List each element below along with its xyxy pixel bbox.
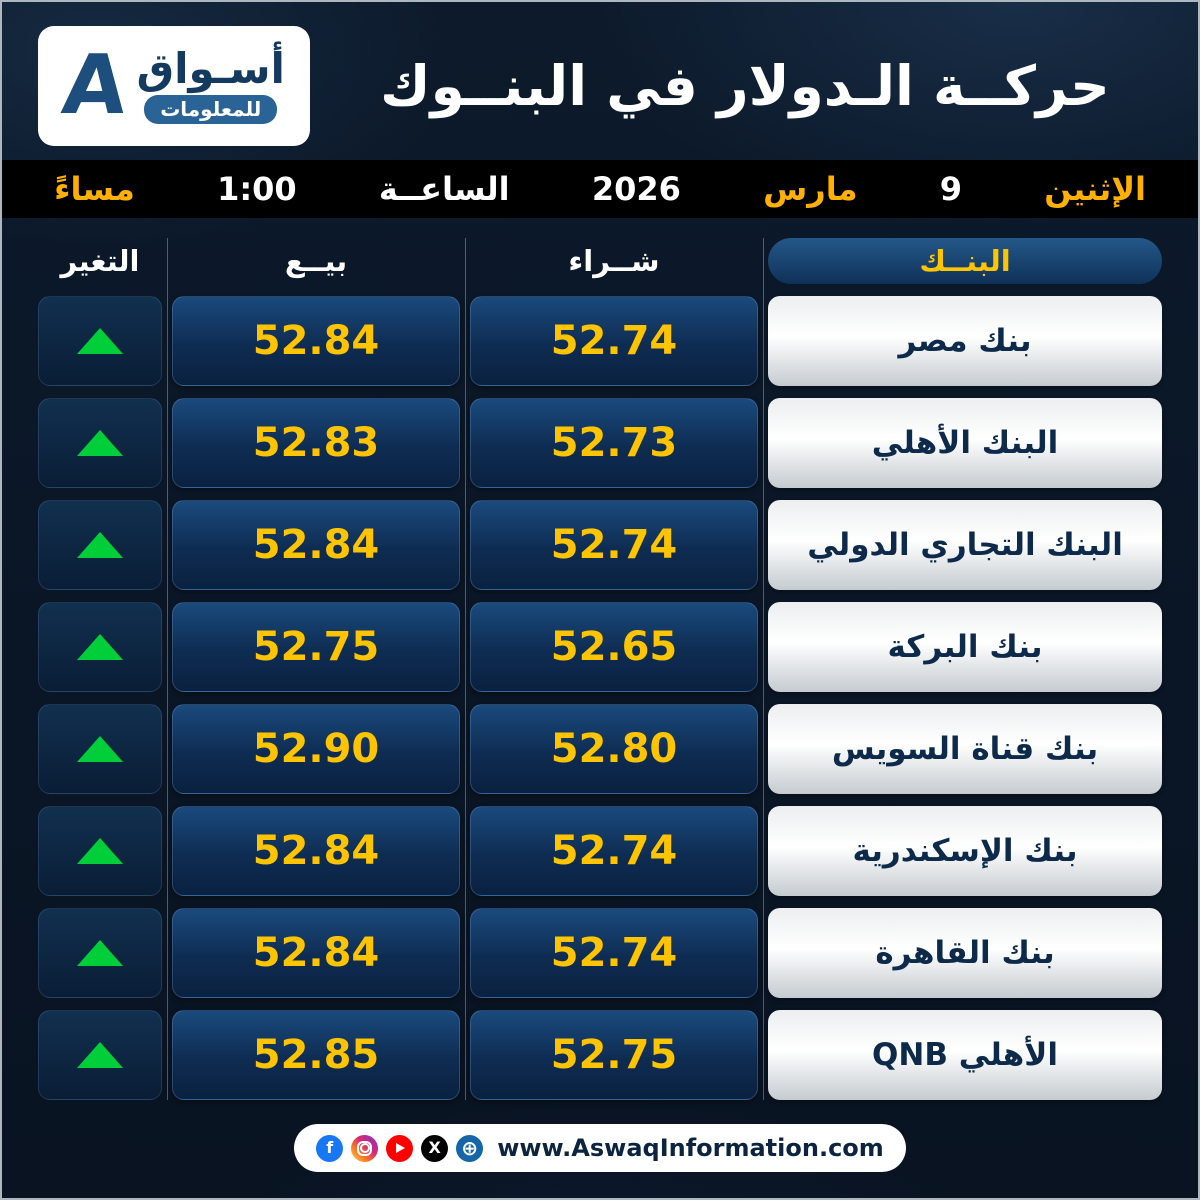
- column-divider: [465, 238, 466, 1100]
- buy-value-cell: 52.74: [470, 908, 758, 998]
- sell-value-cell: 52.90: [172, 704, 460, 794]
- buy-value-cell: 52.75: [470, 1010, 758, 1100]
- bank-name-cell: بنك قناة السويس: [768, 704, 1162, 794]
- bank-name-cell: بنك القاهرة: [768, 908, 1162, 998]
- bank-name-cell: QNB الأهلي: [768, 1010, 1162, 1100]
- facebook-icon[interactable]: f: [316, 1134, 344, 1162]
- bank-name-cell: بنك مصر: [768, 296, 1162, 386]
- sell-value-cell: 52.84: [172, 806, 460, 896]
- up-arrow-icon: [77, 838, 123, 864]
- column-header-change: التغير: [60, 244, 140, 278]
- time-value: 1:00: [217, 170, 297, 208]
- buy-value-cell: 52.73: [470, 398, 758, 488]
- bank-name-cell: البنك التجاري الدولي: [768, 500, 1162, 590]
- website-url[interactable]: www.AswaqInformation.com: [497, 1134, 884, 1162]
- bank-name-cell: البنك الأهلي: [768, 398, 1162, 488]
- bank-name-cell: بنك الإسكندرية: [768, 806, 1162, 896]
- up-arrow-icon: [77, 1042, 123, 1068]
- date-day-number: 9: [939, 170, 963, 208]
- footer: f X ⊕ www.AswaqInformation.com: [2, 1114, 1198, 1198]
- change-cell: [38, 806, 162, 896]
- up-arrow-icon: [77, 532, 123, 558]
- date-bar: الإثنين 9 مارس 2026 الساعــة 1:00 مساءً: [2, 160, 1198, 218]
- date-year: 2026: [591, 170, 681, 208]
- rates-table: البنــك شــراء بيــع التغير بنك مصر 52.7…: [38, 238, 1162, 1100]
- logo-tagline: للمعلومات: [144, 95, 278, 124]
- sell-value-cell: 52.84: [172, 296, 460, 386]
- buy-value-cell: 52.74: [470, 296, 758, 386]
- date-day: الإثنين: [1044, 170, 1146, 208]
- logo: A أسـواق للمعلومات: [38, 26, 310, 146]
- logo-a-mark: A: [58, 38, 132, 133]
- buy-value-cell: 52.74: [470, 806, 758, 896]
- page-title: حركــة الـدولار في البنــوك: [380, 54, 1110, 118]
- logo-name: أسـواق: [136, 44, 285, 93]
- change-cell: [38, 398, 162, 488]
- instagram-icon[interactable]: [351, 1134, 379, 1162]
- sell-value-cell: 52.75: [172, 602, 460, 692]
- header: A أسـواق للمعلومات حركــة الـدولار في ال…: [2, 2, 1198, 160]
- buy-value-cell: 52.74: [470, 500, 758, 590]
- bank-name-cell: بنك البركة: [768, 602, 1162, 692]
- change-cell: [38, 908, 162, 998]
- buy-value-cell: 52.80: [470, 704, 758, 794]
- change-cell: [38, 602, 162, 692]
- up-arrow-icon: [77, 736, 123, 762]
- website-bar: f X ⊕ www.AswaqInformation.com: [294, 1124, 906, 1172]
- buy-value-cell: 52.65: [470, 602, 758, 692]
- change-cell: [38, 704, 162, 794]
- sell-value-cell: 52.84: [172, 500, 460, 590]
- change-cell: [38, 1010, 162, 1100]
- globe-icon[interactable]: ⊕: [456, 1134, 484, 1162]
- up-arrow-icon: [77, 430, 123, 456]
- sell-value-cell: 52.83: [172, 398, 460, 488]
- change-cell: [38, 296, 162, 386]
- sell-value-cell: 52.85: [172, 1010, 460, 1100]
- column-header-sell: بيــع: [284, 244, 348, 278]
- logo-text: أسـواق للمعلومات: [137, 48, 285, 124]
- column-header-bank: البنــك: [768, 238, 1162, 284]
- sell-value-cell: 52.84: [172, 908, 460, 998]
- up-arrow-icon: [77, 328, 123, 354]
- hour-label: الساعــة: [378, 170, 510, 208]
- up-arrow-icon: [77, 634, 123, 660]
- time-period: مساءً: [54, 170, 135, 208]
- youtube-icon[interactable]: [386, 1134, 414, 1162]
- column-divider: [763, 238, 764, 1100]
- column-divider: [167, 238, 168, 1100]
- date-month: مارس: [763, 170, 858, 208]
- rates-table-zone: البنــك شــراء بيــع التغير بنك مصر 52.7…: [38, 238, 1162, 1100]
- change-cell: [38, 500, 162, 590]
- up-arrow-icon: [77, 940, 123, 966]
- column-header-buy: شــراء: [568, 244, 660, 278]
- x-icon[interactable]: X: [421, 1134, 449, 1162]
